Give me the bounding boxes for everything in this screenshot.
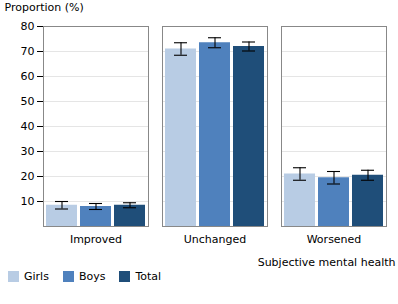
- svg-text:30: 30: [21, 145, 35, 158]
- svg-text:Proportion (%): Proportion (%): [5, 1, 84, 14]
- svg-text:60: 60: [21, 70, 35, 83]
- svg-text:Improved: Improved: [70, 233, 122, 246]
- svg-text:20: 20: [21, 170, 35, 183]
- html-text:Total: Total: [135, 270, 162, 283]
- svg-text:Unchanged: Unchanged: [184, 233, 247, 246]
- svg-text:Worsened: Worsened: [307, 233, 362, 246]
- svg-text:50: 50: [21, 95, 35, 108]
- svg-text:Subjective mental health: Subjective mental health: [258, 256, 396, 269]
- svg-text:10: 10: [21, 195, 35, 208]
- svg-text:70: 70: [21, 45, 35, 58]
- svg-text:40: 40: [21, 120, 35, 133]
- html-text:Boys: Boys: [78, 270, 106, 283]
- html-text:Girls: Girls: [24, 270, 49, 283]
- svg-text:80: 80: [21, 20, 35, 33]
